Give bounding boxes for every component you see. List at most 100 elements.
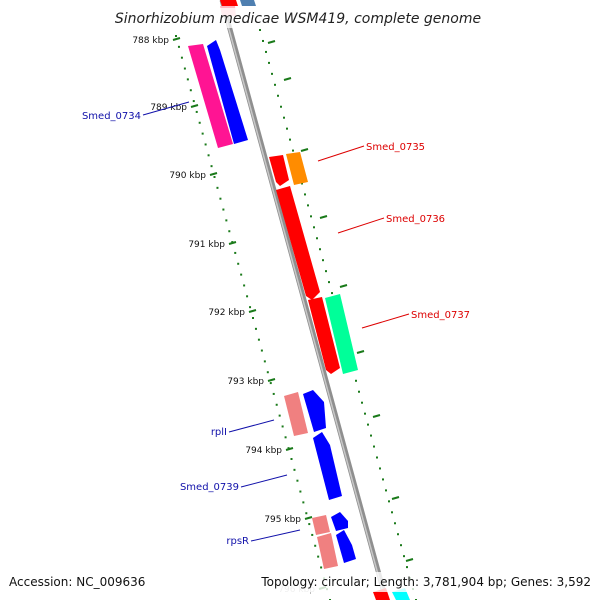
rail-dot — [314, 544, 317, 547]
gene-rpsr-blue-1[interactable] — [331, 512, 348, 531]
rail-dot — [283, 116, 285, 119]
rail-dot — [204, 143, 207, 146]
rail-dot — [281, 425, 284, 428]
gene-label-smed-0737[interactable]: Smed_0737 — [411, 310, 470, 321]
rail-dot — [277, 94, 279, 97]
rail-dot — [355, 379, 357, 382]
rail-dot — [299, 490, 302, 493]
rail-dot — [240, 273, 243, 276]
gene-smed-0734-magenta[interactable] — [188, 44, 233, 148]
rail-dot — [274, 83, 276, 86]
rail-dot — [210, 165, 213, 168]
gene-smed-0735-orange[interactable] — [286, 152, 308, 185]
rail-dot — [296, 479, 299, 482]
label-leaders — [142, 101, 410, 542]
tick-mark-right — [300, 148, 309, 152]
footer-backing — [0, 572, 600, 592]
rail-dot — [379, 467, 381, 470]
tick-mark — [228, 241, 237, 245]
tick-label: 795 kbp — [264, 515, 301, 525]
tick-mark-right — [356, 350, 365, 354]
rail-dot — [284, 436, 287, 439]
tick-mark — [190, 104, 199, 108]
rail-dot — [272, 392, 275, 395]
rail-dot — [263, 360, 266, 363]
rail-dot — [249, 306, 252, 309]
leader-smed-0737 — [361, 313, 410, 329]
gene-rpli-blue[interactable] — [303, 390, 326, 432]
rail-dot — [289, 138, 291, 141]
gene-label-smed-0734[interactable]: Smed_0734 — [82, 111, 141, 122]
rail-dot — [293, 468, 296, 471]
gene-label-smed-0739[interactable]: Smed_0739 — [180, 482, 239, 493]
rail-dot — [322, 259, 324, 262]
topology-text: Topology: circular; Length: 3,781,904 bp… — [260, 575, 591, 589]
tick-mark-right — [339, 284, 348, 288]
gene-smed-0737-green[interactable] — [325, 294, 358, 374]
gene-top-red[interactable] — [220, 0, 238, 6]
rail-dot — [268, 61, 270, 64]
gene-smed-0739-blue[interactable] — [313, 432, 342, 500]
rail-dot — [177, 45, 180, 48]
rail-dot — [361, 401, 363, 404]
rail-dot — [257, 338, 260, 341]
rail-dot — [201, 132, 204, 135]
rail-dot — [388, 500, 390, 503]
rail-dot — [364, 412, 366, 415]
rail-dot — [198, 121, 201, 124]
gene-label-smed-0736[interactable]: Smed_0736 — [386, 214, 445, 225]
backbone-line — [219, 0, 389, 600]
rail-dot — [311, 533, 314, 536]
leader-smed-0736 — [337, 217, 385, 234]
rail-dot — [207, 154, 210, 157]
gene-smed-0734-blue[interactable] — [207, 40, 248, 144]
rail-dot — [280, 105, 282, 108]
tick-mark-right — [319, 215, 328, 219]
gene-rpli-salmon[interactable] — [284, 392, 308, 436]
rail-dot — [237, 262, 240, 265]
tick-label: 790 kbp — [169, 171, 206, 181]
gene-label-smed-0735[interactable]: Smed_0735 — [366, 142, 425, 153]
rail-dot — [189, 89, 192, 92]
rail-dot — [328, 281, 330, 284]
gene-rpsr-salmon-1[interactable] — [312, 515, 330, 535]
tick-mark-right — [405, 558, 414, 562]
gene-rpsr-salmon-2[interactable] — [317, 533, 338, 569]
rail-dot — [382, 478, 384, 481]
tick-mark — [209, 172, 218, 176]
rail-dot — [310, 215, 312, 218]
rail-dot — [325, 270, 327, 273]
rail-dot — [260, 349, 263, 352]
rail-dot — [331, 292, 333, 295]
leader-rpli — [228, 419, 275, 433]
rail-dot — [195, 110, 198, 113]
rail-dot — [213, 176, 216, 178]
tick-mark — [285, 447, 294, 451]
rail-dot — [287, 447, 290, 450]
rail-dot — [243, 284, 246, 287]
backbone-highlight — [220, 0, 386, 600]
gene-rpsr-blue-2[interactable] — [336, 530, 356, 563]
gene-top-steelblue[interactable] — [240, 0, 256, 6]
rail-dot — [316, 237, 318, 240]
leader-smed-0735 — [317, 145, 365, 162]
gene-smed-0737-red[interactable] — [308, 297, 340, 374]
tick-mark-right — [283, 77, 292, 81]
gene-smed-0736-red[interactable] — [276, 186, 320, 300]
rail-dot — [305, 512, 308, 515]
rail-dot — [385, 489, 387, 492]
gene-labels: Smed_0734 Smed_0735 Smed_0736 Smed_0737 … — [82, 111, 470, 547]
tick-label: 794 kbp — [245, 446, 282, 456]
rail-dot — [180, 56, 183, 59]
rail-dot — [222, 208, 225, 211]
rail-dot — [307, 204, 309, 207]
gene-label-rpsr[interactable]: rpsR — [226, 536, 249, 547]
gene-smed-0735-red[interactable] — [269, 155, 289, 186]
gene-label-rpli[interactable]: rplI — [211, 427, 227, 438]
tick-label: 792 kbp — [208, 308, 245, 318]
tick-mark — [172, 37, 181, 41]
rail-dot — [317, 555, 320, 558]
rail-dot — [400, 544, 402, 547]
